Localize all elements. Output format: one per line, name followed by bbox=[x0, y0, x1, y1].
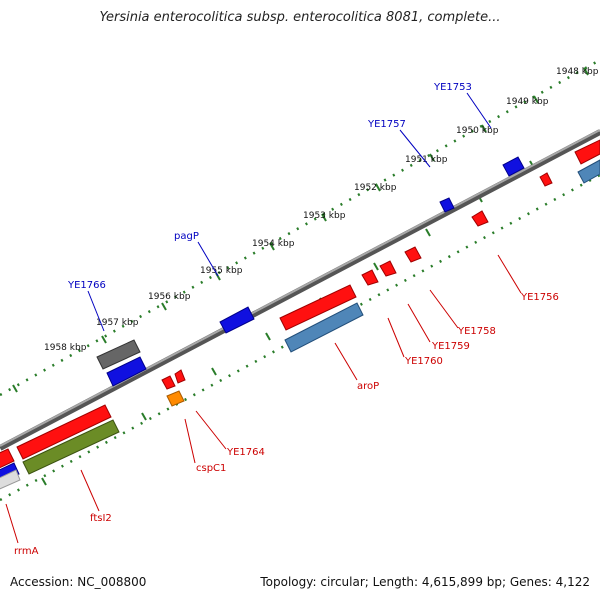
ruler-label: 1955 kbp bbox=[200, 266, 243, 276]
gene-feature bbox=[106, 356, 147, 387]
gene-label: YE1757 bbox=[367, 119, 406, 130]
gene-label: YE1759 bbox=[431, 341, 470, 352]
ruler-label: 1954 kbp bbox=[252, 239, 295, 249]
gene-feature bbox=[471, 210, 489, 227]
gene-feature bbox=[96, 339, 141, 370]
gene-feature bbox=[219, 306, 255, 334]
gene-feature bbox=[284, 302, 364, 353]
map-title: Yersinia enterocolitica subsp. enterocol… bbox=[99, 10, 501, 25]
ruler-label: 1952 kbp bbox=[354, 183, 397, 193]
leader-line bbox=[399, 129, 431, 168]
gene-label: YE1756 bbox=[520, 292, 559, 303]
gene-feature bbox=[22, 419, 120, 475]
gene-feature bbox=[279, 284, 357, 331]
gene-feature bbox=[404, 246, 422, 263]
gene-feature bbox=[379, 260, 397, 277]
gene-label: YE1760 bbox=[404, 356, 443, 367]
gene-feature bbox=[0, 448, 15, 469]
leader-line bbox=[87, 290, 105, 332]
gene-feature bbox=[0, 469, 21, 490]
leader-line bbox=[497, 254, 522, 294]
topology-text: Topology: circular; Length: 4,615,899 bp… bbox=[260, 575, 590, 589]
backbone bbox=[0, 129, 600, 451]
ruler-label: 1949 kbp bbox=[506, 97, 549, 107]
gene-feature bbox=[439, 197, 455, 213]
backbone-highlight bbox=[0, 129, 600, 447]
ruler-label: 1948 kbp bbox=[556, 67, 599, 77]
leader-line bbox=[197, 241, 219, 277]
leader-line bbox=[407, 303, 431, 343]
ruler-label: 1958 kbp bbox=[44, 343, 87, 353]
leader-line bbox=[429, 289, 459, 329]
gene-feature bbox=[161, 375, 176, 390]
leader-line bbox=[80, 469, 100, 512]
gene-feature bbox=[574, 139, 600, 165]
gene-feature bbox=[166, 390, 185, 407]
leader-line bbox=[334, 342, 358, 381]
gene-label: YE1764 bbox=[226, 447, 265, 458]
gene-feature bbox=[502, 156, 525, 177]
forward-features bbox=[0, 139, 600, 484]
gene-feature bbox=[361, 269, 379, 286]
gene-label: cspC1 bbox=[196, 463, 226, 474]
gene-label: rrmA bbox=[14, 546, 39, 557]
gene-feature bbox=[174, 369, 186, 384]
gene-label: ftsI2 bbox=[90, 513, 112, 524]
reverse-features bbox=[0, 159, 600, 490]
gene-feature bbox=[539, 172, 553, 187]
leader-line bbox=[184, 418, 196, 464]
leader-line bbox=[195, 410, 227, 450]
ruler-label: 1957 kbp bbox=[96, 318, 139, 328]
leader-line bbox=[5, 503, 19, 544]
gene-label: pagP bbox=[174, 231, 199, 242]
gene-feature bbox=[577, 159, 600, 184]
ruler-label: 1950 kbp bbox=[456, 126, 499, 136]
gene-label: YE1753 bbox=[433, 82, 472, 93]
accession-text: Accession: NC_008800 bbox=[10, 575, 147, 589]
gene-label: YE1758 bbox=[457, 326, 496, 337]
ruler-label: 1951 kbp bbox=[405, 155, 448, 165]
leader-line bbox=[387, 317, 405, 358]
ruler-label: 1956 kbp bbox=[148, 292, 191, 302]
ruler-label: 1953 kbp bbox=[303, 211, 346, 221]
leader-line bbox=[466, 92, 492, 129]
gene-label: YE1766 bbox=[67, 280, 106, 291]
gene-label: aroP bbox=[357, 381, 379, 392]
gene-feature bbox=[16, 404, 112, 460]
